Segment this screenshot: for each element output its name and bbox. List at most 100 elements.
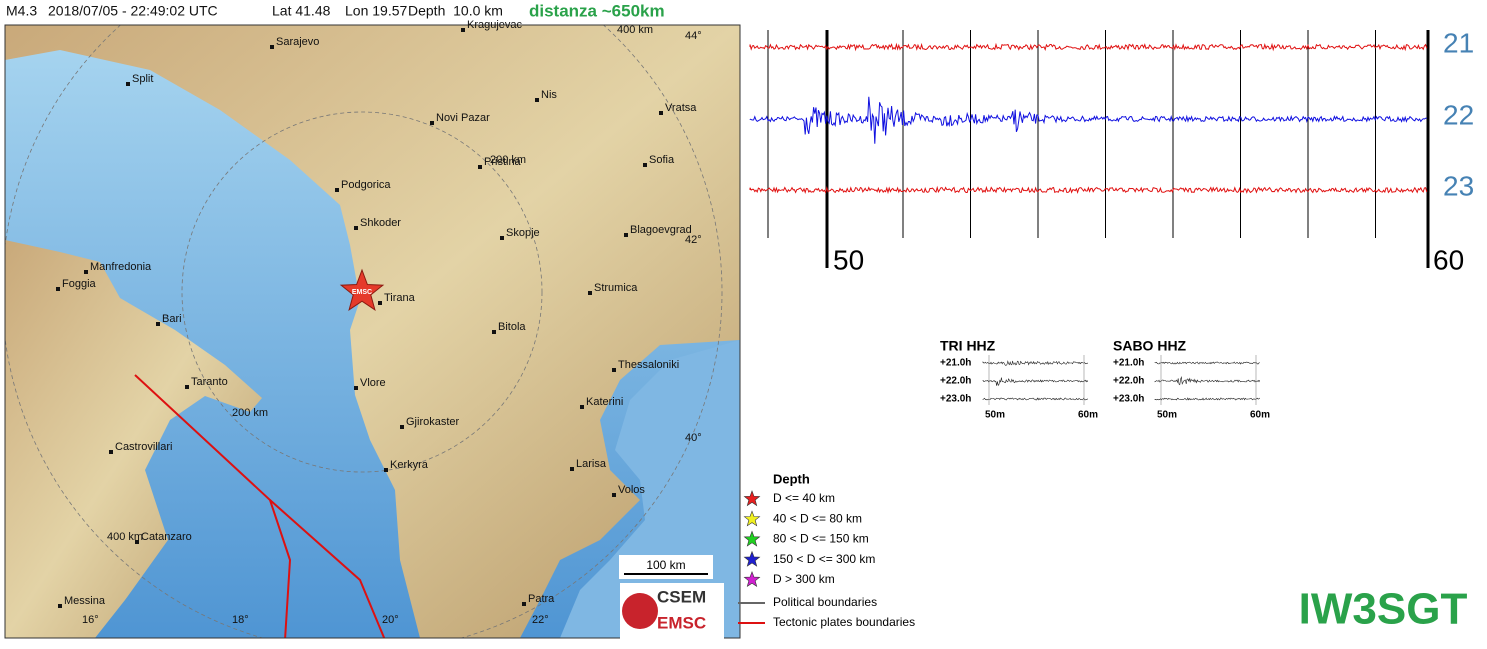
legend-item: 150 < D <= 300 km bbox=[773, 552, 875, 566]
lat-label: 40° bbox=[685, 432, 702, 444]
city-dot bbox=[612, 368, 616, 372]
legend-item: D > 300 km bbox=[773, 572, 835, 586]
lon-label: 18° bbox=[232, 614, 249, 626]
lon-label: 22° bbox=[532, 614, 549, 626]
city-label: Shkoder bbox=[360, 217, 401, 229]
city-label: Sarajevo bbox=[276, 36, 319, 48]
city-dot bbox=[643, 163, 647, 167]
distance-label: 200 km bbox=[490, 154, 526, 166]
city-label: Pristina bbox=[484, 156, 522, 168]
lon-label: 16° bbox=[82, 614, 99, 626]
mini-trace bbox=[982, 397, 1088, 401]
city-dot bbox=[270, 45, 274, 49]
mini-title: TRI HHZ bbox=[940, 338, 996, 354]
city-dot bbox=[588, 291, 592, 295]
mini-trace bbox=[1154, 397, 1261, 401]
city-label: Thessaloniki bbox=[618, 359, 679, 371]
city-label: Split bbox=[132, 73, 153, 85]
mini-row-label: +23.0h bbox=[1113, 394, 1144, 405]
city-dot bbox=[580, 405, 584, 409]
mini-trace bbox=[1154, 376, 1261, 386]
city-label: Vlore bbox=[360, 377, 386, 389]
city-dot bbox=[384, 468, 388, 472]
mini-tick: 60m bbox=[1078, 410, 1098, 421]
mini-tick: 60m bbox=[1250, 410, 1270, 421]
trace bbox=[749, 185, 1428, 195]
city-dot bbox=[135, 540, 139, 544]
city-dot bbox=[185, 385, 189, 389]
scale-label: 100 km bbox=[646, 558, 685, 572]
city-dot bbox=[109, 450, 113, 454]
logo-emsc: EMSC bbox=[657, 613, 706, 632]
legend-star bbox=[743, 530, 761, 547]
datetime: 2018/07/05 - 22:49:02 UTC bbox=[48, 3, 218, 19]
city-label: Strumica bbox=[594, 282, 638, 294]
city-label: Katerini bbox=[586, 396, 623, 408]
magnitude: M4.3 bbox=[6, 3, 37, 19]
city-label: Kerkyra bbox=[390, 459, 429, 471]
mini-trace bbox=[1154, 361, 1260, 365]
legend-line-label: Political boundaries bbox=[773, 595, 877, 609]
lat-label: 42° bbox=[685, 234, 702, 246]
city-label: Messina bbox=[64, 595, 106, 607]
italy-land bbox=[5, 240, 262, 638]
city-dot bbox=[126, 82, 130, 86]
city-label: Foggia bbox=[62, 278, 97, 290]
distance-circles bbox=[5, 25, 723, 638]
city-dot bbox=[378, 301, 382, 305]
city-label: Bari bbox=[162, 313, 182, 325]
seismogram: 21 22 23 50 60 bbox=[749, 27, 1474, 275]
epicenter-star bbox=[339, 268, 385, 311]
city-dot bbox=[354, 386, 358, 390]
legend-title: Depth bbox=[773, 471, 810, 486]
city-dot bbox=[535, 98, 539, 102]
logo-globe bbox=[622, 593, 658, 629]
city-dot bbox=[354, 226, 358, 230]
map bbox=[5, 25, 740, 638]
distance-label: 400 km bbox=[107, 531, 143, 543]
city-label: Nis bbox=[541, 89, 557, 101]
balkans-land bbox=[5, 25, 740, 638]
legend: Depth Political boundaries Tectonic plat… bbox=[738, 471, 915, 629]
trace bbox=[749, 42, 1428, 52]
legend-star bbox=[743, 570, 761, 587]
callsign: IW3SGT bbox=[1299, 585, 1468, 634]
city-dot bbox=[522, 602, 526, 606]
legend-item: 80 < D <= 150 km bbox=[773, 532, 869, 546]
lon-label: 20° bbox=[382, 614, 399, 626]
city-label: Volos bbox=[618, 484, 645, 496]
city-dot bbox=[612, 493, 616, 497]
mini-trace bbox=[982, 377, 1089, 387]
city-label: Patra bbox=[528, 593, 555, 605]
city-label: Sofia bbox=[649, 154, 675, 166]
city-label: Vratsa bbox=[665, 102, 697, 114]
mini-title: SABO HHZ bbox=[1113, 338, 1187, 354]
city-dot bbox=[500, 236, 504, 240]
distance-label: 200 km bbox=[232, 407, 268, 419]
mini-row-label: +21.0h bbox=[940, 358, 971, 369]
city-label: Blagoevgrad bbox=[630, 224, 692, 236]
city-dot bbox=[461, 28, 465, 32]
mini-row-label: +22.0h bbox=[940, 376, 971, 387]
lat-label: 44° bbox=[685, 30, 702, 42]
mini-tick: 50m bbox=[1157, 410, 1177, 421]
mini-tick: 50m bbox=[985, 410, 1005, 421]
legend-star bbox=[743, 550, 761, 567]
city-dot bbox=[58, 604, 62, 608]
trace bbox=[749, 96, 1427, 144]
minute-label: 50 bbox=[833, 244, 864, 275]
hour-label: 21 bbox=[1443, 27, 1474, 58]
legend-item: 40 < D <= 80 km bbox=[773, 511, 862, 525]
city-label: Novi Pazar bbox=[436, 112, 490, 124]
mini-row-label: +23.0h bbox=[940, 394, 971, 405]
city-label: Podgorica bbox=[341, 179, 391, 191]
logo-csem: CSEM bbox=[657, 587, 706, 606]
depth: Depth 10.0 km bbox=[408, 3, 503, 19]
lon: Lon 19.57 bbox=[345, 3, 407, 19]
city-dot bbox=[478, 165, 482, 169]
city-label: Larisa bbox=[576, 458, 607, 470]
city-dot bbox=[335, 188, 339, 192]
mini-trace bbox=[982, 360, 1089, 366]
